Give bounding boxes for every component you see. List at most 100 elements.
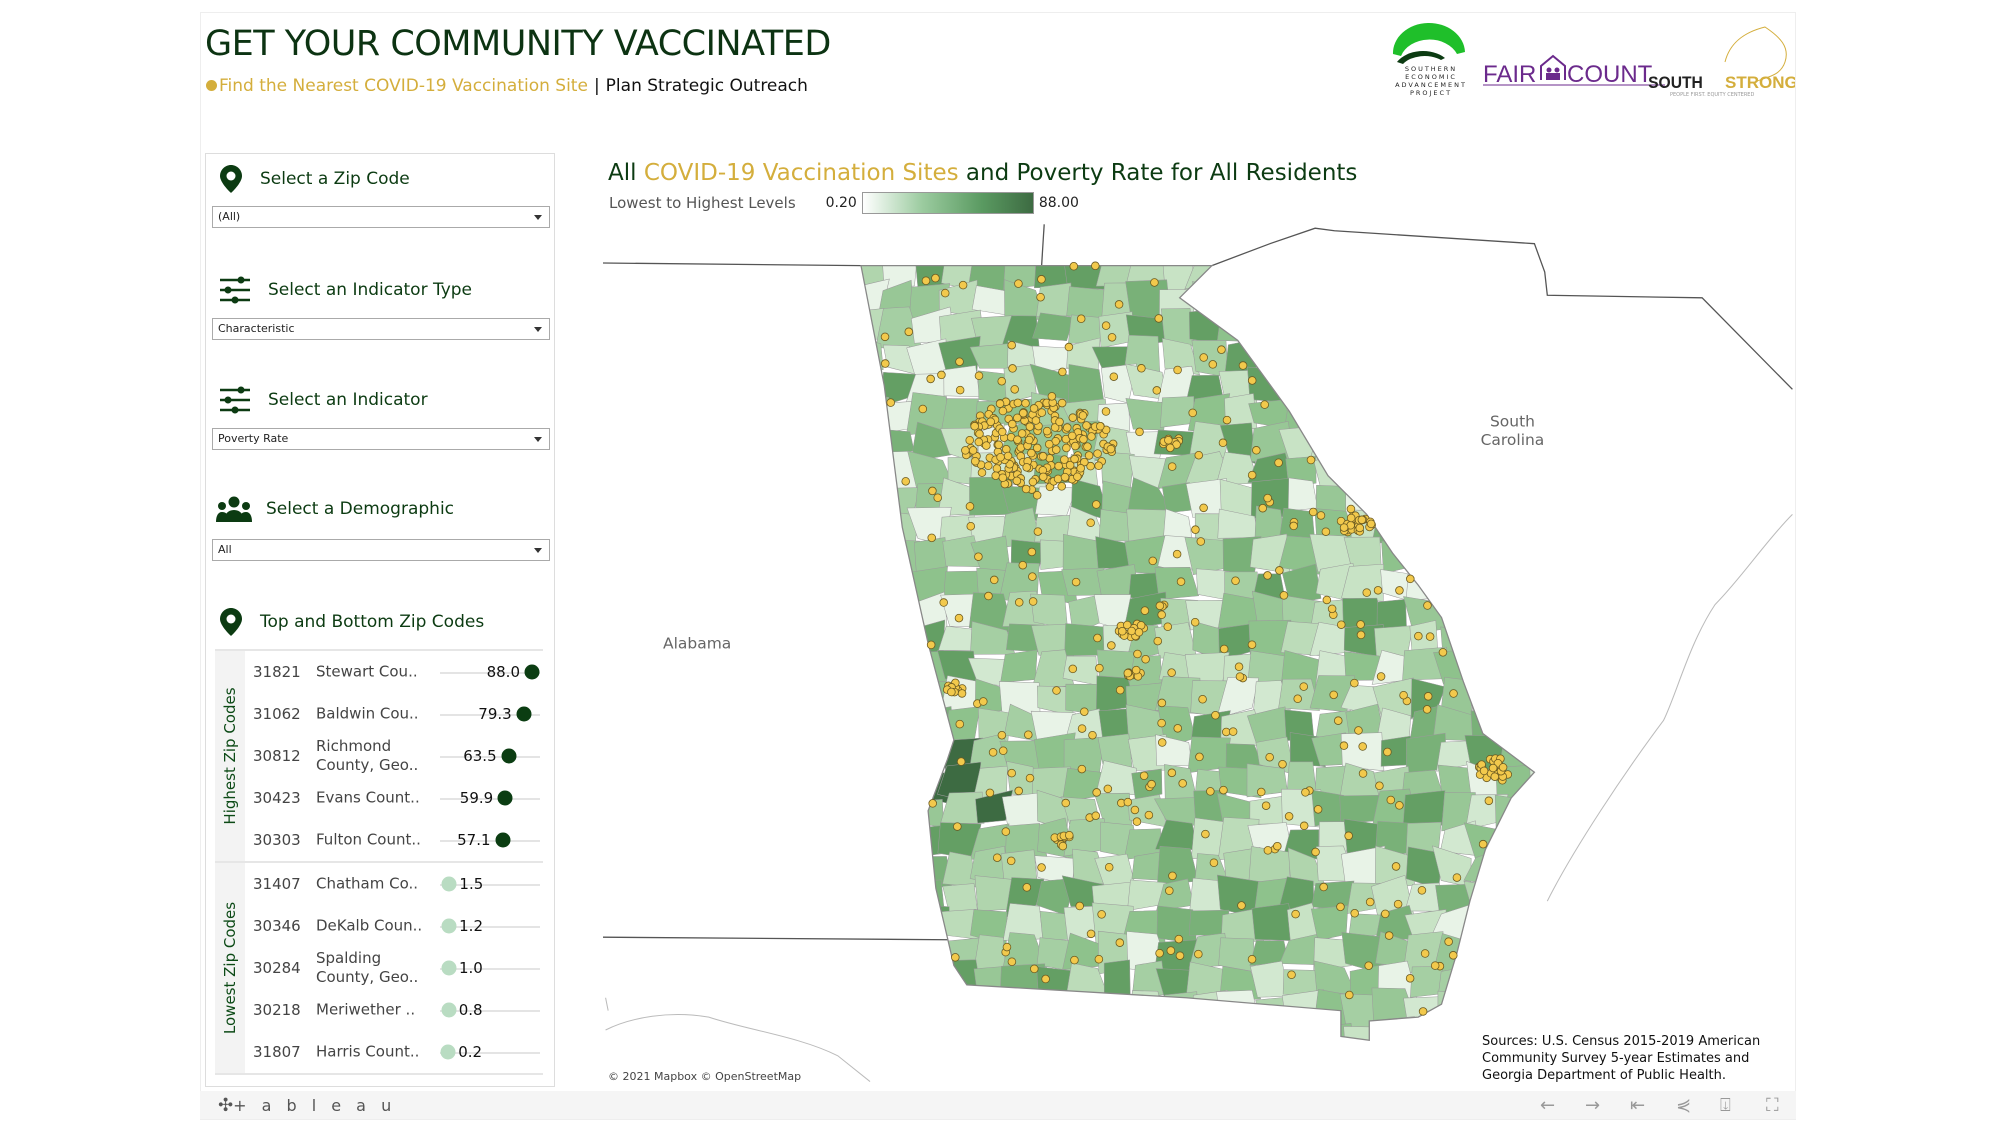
redo-icon[interactable]: → [1585, 1095, 1601, 1116]
zip-area[interactable] [1377, 1016, 1415, 1058]
vaccination-site-marker[interactable] [1094, 461, 1103, 471]
vaccination-site-marker[interactable] [1175, 951, 1185, 960]
zip-area[interactable] [845, 1015, 889, 1054]
vaccination-site-marker[interactable] [1422, 705, 1432, 714]
zip-area[interactable] [1528, 853, 1567, 882]
zip-area[interactable] [1501, 817, 1542, 857]
zip-area[interactable] [875, 761, 917, 804]
vaccination-site-marker[interactable] [1076, 464, 1085, 473]
vaccination-site-marker[interactable] [1031, 416, 1041, 425]
zip-area[interactable] [1498, 312, 1537, 350]
vaccination-site-marker[interactable] [1093, 633, 1102, 643]
zip-area[interactable] [851, 817, 893, 859]
zip-area[interactable] [1494, 998, 1538, 1024]
zip-area[interactable] [1527, 960, 1572, 999]
vaccination-site-marker[interactable] [1030, 964, 1039, 974]
zip-area[interactable] [1372, 477, 1413, 512]
vaccination-site-marker[interactable] [1356, 630, 1366, 640]
vaccination-site-marker[interactable] [1032, 443, 1042, 453]
zip-area[interactable] [1408, 395, 1451, 434]
vaccination-site-marker[interactable] [1021, 484, 1031, 494]
zip-area[interactable] [1340, 363, 1388, 403]
vaccination-site-marker[interactable] [1406, 574, 1415, 584]
zip-area[interactable] [1220, 253, 1264, 293]
vaccination-site-marker[interactable] [1061, 798, 1070, 808]
zip-area[interactable] [1339, 335, 1381, 372]
zip-area[interactable] [1248, 314, 1294, 347]
vaccination-site-marker[interactable] [1247, 376, 1257, 385]
zip-area[interactable] [1410, 367, 1447, 405]
zip-area[interactable] [1499, 687, 1538, 716]
vaccination-site-marker[interactable] [1319, 882, 1328, 892]
share-icon[interactable]: ⋞ [1676, 1095, 1692, 1116]
vaccination-site-marker[interactable] [1109, 372, 1119, 381]
zip-area[interactable] [1501, 482, 1539, 516]
vaccination-site-marker[interactable] [1356, 620, 1365, 629]
zip-area[interactable] [1247, 706, 1289, 747]
zip-area[interactable] [1279, 282, 1322, 319]
vaccination-site-marker[interactable] [1055, 417, 1064, 427]
vaccination-site-marker[interactable] [1258, 503, 1267, 513]
zip-row[interactable]: 31821 Stewart Cou.. 88.0 [245, 651, 543, 693]
vaccination-site-marker[interactable] [1219, 785, 1228, 795]
vaccination-site-marker[interactable] [1423, 601, 1432, 610]
zip-area[interactable] [1125, 398, 1167, 431]
vaccination-site-marker[interactable] [1444, 937, 1453, 946]
vaccination-site-marker[interactable] [1132, 817, 1142, 826]
vaccination-site-marker[interactable] [1115, 685, 1125, 695]
vaccination-site-marker[interactable] [1198, 694, 1207, 704]
vaccination-site-marker[interactable] [1097, 910, 1106, 919]
zip-area[interactable] [849, 430, 882, 462]
vaccination-site-marker[interactable] [988, 748, 998, 757]
zip-area[interactable] [1033, 1026, 1076, 1051]
vaccination-site-marker[interactable] [1051, 445, 1061, 454]
vaccination-site-marker[interactable] [1167, 462, 1177, 471]
vaccination-site-marker[interactable] [1414, 631, 1423, 641]
vaccination-site-marker[interactable] [1092, 500, 1101, 509]
vaccination-site-marker[interactable] [1123, 797, 1133, 807]
zip-row[interactable]: 31407 Chatham Co.. 1.5 [245, 863, 543, 905]
vaccination-site-marker[interactable] [1339, 741, 1349, 750]
vaccination-site-marker[interactable] [940, 288, 950, 298]
zip-area[interactable] [1256, 279, 1292, 318]
vaccination-site-marker[interactable] [1167, 668, 1176, 677]
zip-area[interactable] [1312, 315, 1355, 349]
vaccination-site-marker[interactable] [1364, 961, 1373, 970]
zip-area[interactable] [1500, 538, 1534, 567]
vaccination-site-marker[interactable] [1073, 472, 1082, 481]
zip-area[interactable] [1402, 533, 1441, 574]
zip-area[interactable] [1533, 650, 1565, 691]
vaccination-site-marker[interactable] [1086, 518, 1095, 528]
zip-area[interactable] [1437, 309, 1475, 344]
vaccination-site-marker[interactable] [1357, 515, 1367, 525]
vaccination-site-marker[interactable] [928, 486, 937, 496]
zip-area[interactable] [1466, 619, 1508, 663]
vaccination-site-marker[interactable] [1157, 610, 1166, 620]
vaccination-site-marker[interactable] [1070, 454, 1079, 464]
vaccination-site-marker[interactable] [1263, 571, 1272, 580]
vaccination-site-marker[interactable] [956, 757, 966, 766]
zip-area[interactable] [1154, 566, 1200, 600]
zip-area[interactable] [1503, 363, 1534, 403]
vaccination-site-marker[interactable] [1068, 664, 1078, 674]
vaccination-site-marker[interactable] [1316, 511, 1326, 520]
zip-area[interactable] [1528, 817, 1569, 853]
zip-area[interactable] [946, 1024, 982, 1056]
vaccination-site-marker[interactable] [1273, 841, 1282, 851]
vaccination-site-marker[interactable] [961, 446, 970, 455]
vaccination-site-marker[interactable] [1265, 752, 1274, 762]
indicator-type-dropdown[interactable]: Characteristic [212, 318, 550, 340]
vaccination-site-marker[interactable] [1381, 909, 1390, 919]
vaccination-site-marker[interactable] [1062, 423, 1072, 432]
vaccination-site-marker[interactable] [1479, 766, 1489, 776]
vaccination-site-marker[interactable] [1086, 929, 1096, 939]
zip-area[interactable] [1371, 340, 1415, 375]
zip-row[interactable]: 30218 Meriwether .. 0.8 [245, 989, 543, 1031]
vaccination-site-marker[interactable] [1082, 421, 1091, 430]
vaccination-site-marker[interactable] [1044, 439, 1054, 449]
vaccination-site-marker[interactable] [1278, 759, 1287, 769]
download-icon[interactable]: ⍗ [1720, 1095, 1731, 1116]
zip-area[interactable] [1436, 1025, 1477, 1057]
zip-area[interactable] [1463, 992, 1510, 1025]
find-site-link[interactable]: Find the Nearest COVID-19 Vaccination Si… [219, 76, 588, 96]
